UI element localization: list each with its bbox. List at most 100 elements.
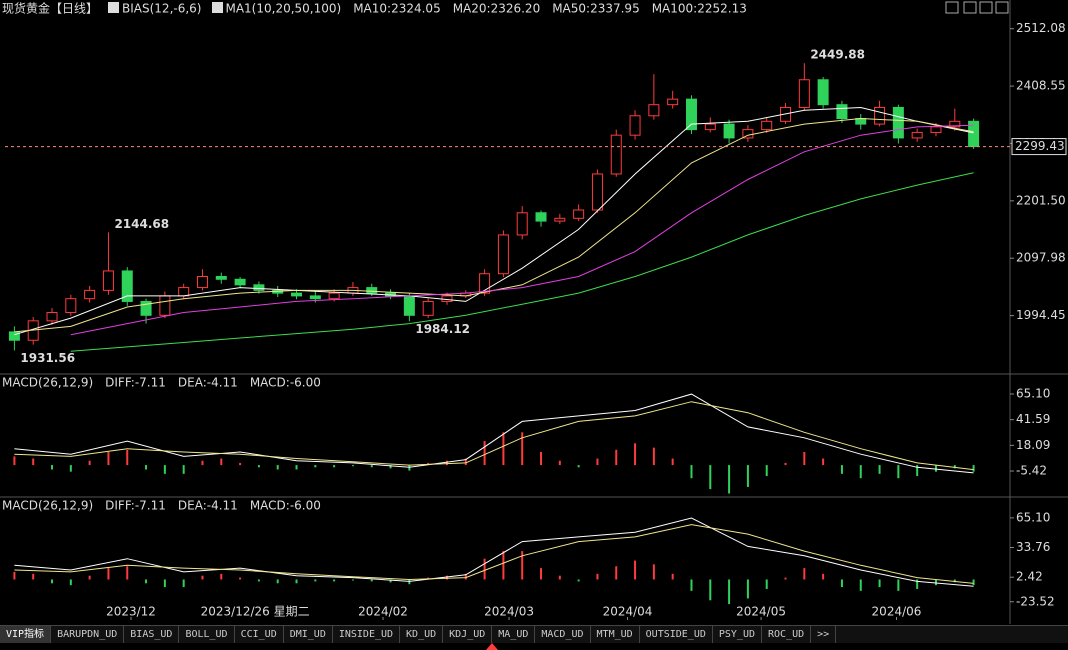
macd-bar bbox=[728, 465, 731, 494]
macd-bar bbox=[32, 458, 35, 466]
y-tick-label: 2408.55 bbox=[1016, 79, 1066, 93]
tab[interactable]: BARUPDN_UD bbox=[51, 626, 125, 643]
tab[interactable]: MTM_UD bbox=[591, 626, 640, 643]
candle-body bbox=[836, 104, 848, 120]
macd-bar bbox=[803, 568, 806, 580]
macd-bar bbox=[615, 449, 618, 466]
line-series bbox=[70, 172, 974, 352]
candle-body bbox=[685, 98, 697, 131]
macd-bar bbox=[840, 465, 843, 474]
tab[interactable]: KD_UD bbox=[400, 626, 444, 643]
candle-body bbox=[591, 173, 603, 211]
tab[interactable]: BIAS_UD bbox=[124, 626, 180, 643]
icon[interactable] bbox=[945, 1, 959, 14]
indicator-tabs: VIP指标 BARUPDN_UD BIAS_UD BOLL_UD CCI_UD DMI_U… bbox=[0, 625, 1068, 643]
tab[interactable]: >> bbox=[811, 626, 837, 643]
candle-body bbox=[84, 289, 96, 300]
last-price-label: 2299.43 bbox=[1015, 139, 1065, 153]
macd-bar bbox=[370, 465, 373, 468]
macd-bar bbox=[577, 465, 580, 468]
macd-bar bbox=[822, 458, 825, 466]
candle-body bbox=[328, 292, 340, 300]
macd-bar bbox=[972, 465, 975, 472]
tab[interactable]: OUTSIDE_UD bbox=[640, 626, 713, 643]
macd-bar bbox=[107, 568, 110, 580]
macd-bar bbox=[126, 449, 129, 466]
macd-bar bbox=[502, 432, 505, 466]
tab[interactable]: DMI_UD bbox=[284, 626, 333, 643]
macd-bar bbox=[690, 465, 693, 479]
icon[interactable] bbox=[995, 1, 1009, 14]
icon bbox=[108, 2, 119, 13]
candle-body bbox=[121, 270, 133, 302]
macd-bar bbox=[88, 575, 91, 580]
tab[interactable]: BOLL_UD bbox=[179, 626, 235, 643]
macd-bar bbox=[596, 458, 599, 466]
macd-bar bbox=[859, 579, 862, 591]
macd-bar bbox=[746, 579, 749, 599]
macd-bar bbox=[521, 551, 524, 580]
macd-bar bbox=[596, 573, 599, 580]
macd-bar bbox=[408, 465, 411, 471]
window-icons bbox=[945, 1, 1009, 14]
macd-bar bbox=[32, 573, 35, 580]
macd-bar bbox=[13, 571, 16, 580]
macd-bar bbox=[803, 451, 806, 466]
macd-bar bbox=[389, 465, 392, 469]
price-annotation: 1984.12 bbox=[415, 322, 470, 336]
macd-bar bbox=[934, 465, 937, 472]
tab[interactable]: KDJ_UD bbox=[443, 626, 493, 643]
macd-bar bbox=[69, 579, 72, 586]
macd-bar bbox=[671, 573, 674, 580]
candle-body bbox=[535, 212, 547, 222]
macd-bar bbox=[145, 465, 148, 470]
macd-bar bbox=[784, 462, 787, 466]
candle-body bbox=[855, 118, 867, 125]
macd-bar bbox=[445, 575, 448, 580]
macd-bar bbox=[257, 579, 260, 582]
macd-bar bbox=[220, 458, 223, 466]
tab[interactable]: PSY_UD bbox=[713, 626, 762, 643]
candle-body bbox=[403, 295, 415, 316]
legend-label: DEA:-4.11 bbox=[178, 376, 238, 390]
macd-bar bbox=[953, 579, 956, 583]
tab[interactable]: ROC_UD bbox=[762, 626, 812, 643]
tab[interactable]: INSIDE_UD bbox=[333, 626, 401, 643]
macd-bar bbox=[257, 465, 260, 468]
tab[interactable]: MACD_UD bbox=[535, 626, 591, 643]
macd-bar bbox=[314, 579, 317, 582]
x-tick-label: 2023/12 bbox=[106, 605, 156, 619]
legend-label: MACD:-6.00 bbox=[250, 376, 321, 390]
macd-bar bbox=[765, 465, 768, 477]
macd-bar bbox=[521, 432, 524, 466]
icon[interactable] bbox=[979, 1, 993, 14]
macd-bar bbox=[483, 558, 486, 580]
tab[interactable]: MA_UD bbox=[492, 626, 536, 643]
footer bbox=[486, 643, 498, 650]
candle-body bbox=[798, 79, 810, 108]
candle-body bbox=[479, 273, 491, 294]
legend-label: MA10:2324.05 bbox=[353, 2, 441, 16]
candle-body bbox=[949, 120, 961, 128]
legend-label: 现货黄金【日线】 bbox=[2, 1, 98, 16]
candle-body bbox=[102, 270, 114, 291]
candle-body bbox=[761, 120, 773, 131]
y-tick-label: 41.59 bbox=[1016, 412, 1050, 426]
icon[interactable] bbox=[963, 1, 977, 14]
tab[interactable]: VIP指标 bbox=[0, 626, 52, 643]
macd-bar bbox=[107, 451, 110, 466]
candle-body bbox=[930, 126, 942, 133]
legend-label: DIFF:-7.11 bbox=[105, 499, 166, 513]
macd-bar bbox=[145, 579, 148, 584]
macd-bar bbox=[558, 460, 561, 466]
price-annotation: 2449.88 bbox=[810, 48, 865, 62]
candle-body bbox=[178, 287, 190, 297]
tab[interactable]: CCI_UD bbox=[235, 626, 284, 643]
macd-bar bbox=[540, 451, 543, 466]
macd-bar bbox=[840, 579, 843, 588]
candle-body bbox=[874, 106, 886, 125]
line-series bbox=[14, 393, 974, 474]
macd-bar bbox=[69, 465, 72, 472]
macd-bar bbox=[295, 465, 298, 470]
